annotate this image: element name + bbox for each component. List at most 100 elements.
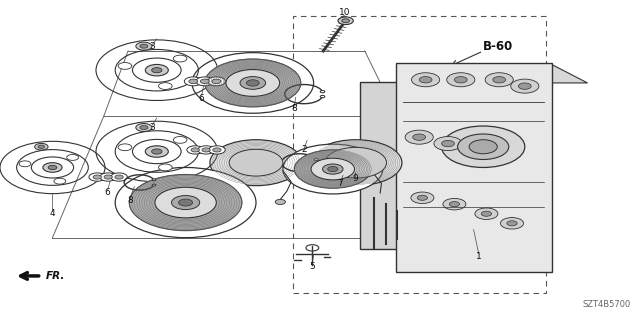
FancyBboxPatch shape xyxy=(360,82,400,249)
Text: 8: 8 xyxy=(292,104,297,113)
Circle shape xyxy=(458,134,509,160)
Circle shape xyxy=(212,79,221,84)
Circle shape xyxy=(140,44,148,48)
Text: 3: 3 xyxy=(150,42,155,51)
Text: 5: 5 xyxy=(310,262,315,271)
Circle shape xyxy=(405,130,433,144)
Circle shape xyxy=(246,80,259,86)
Circle shape xyxy=(419,77,432,83)
Circle shape xyxy=(481,211,492,216)
Circle shape xyxy=(200,79,209,84)
Circle shape xyxy=(320,95,325,98)
Circle shape xyxy=(310,140,402,186)
Circle shape xyxy=(184,77,202,86)
Circle shape xyxy=(100,173,116,181)
Text: 1: 1 xyxy=(476,252,481,261)
Circle shape xyxy=(19,161,31,167)
Circle shape xyxy=(413,134,426,140)
Circle shape xyxy=(511,79,539,93)
Text: 10: 10 xyxy=(339,8,350,17)
Circle shape xyxy=(136,123,152,131)
Circle shape xyxy=(159,164,172,171)
Circle shape xyxy=(229,149,283,176)
Circle shape xyxy=(155,187,216,218)
Circle shape xyxy=(469,140,497,154)
Circle shape xyxy=(342,19,349,23)
Circle shape xyxy=(196,77,214,86)
Text: SZT4B5700: SZT4B5700 xyxy=(582,300,630,309)
Circle shape xyxy=(320,91,325,93)
Circle shape xyxy=(275,199,285,204)
Circle shape xyxy=(474,144,486,150)
Circle shape xyxy=(447,73,475,87)
Circle shape xyxy=(417,195,428,200)
Circle shape xyxy=(67,154,79,160)
Circle shape xyxy=(207,77,225,86)
Circle shape xyxy=(328,167,338,172)
Circle shape xyxy=(115,167,256,238)
Text: 4: 4 xyxy=(50,209,55,218)
Circle shape xyxy=(411,192,434,204)
Circle shape xyxy=(145,64,168,76)
Circle shape xyxy=(314,159,319,161)
Circle shape xyxy=(283,144,383,194)
Circle shape xyxy=(434,137,462,151)
Circle shape xyxy=(115,175,123,179)
Circle shape xyxy=(38,145,45,148)
Circle shape xyxy=(493,77,506,83)
Circle shape xyxy=(442,126,525,167)
Circle shape xyxy=(212,148,221,152)
Circle shape xyxy=(210,140,302,186)
Circle shape xyxy=(136,42,152,50)
Circle shape xyxy=(518,83,531,89)
Circle shape xyxy=(209,146,225,154)
Circle shape xyxy=(500,218,524,229)
Circle shape xyxy=(323,164,343,174)
Circle shape xyxy=(43,163,62,172)
Circle shape xyxy=(104,175,113,179)
Circle shape xyxy=(412,73,440,87)
FancyBboxPatch shape xyxy=(396,63,552,272)
Circle shape xyxy=(173,55,187,62)
Circle shape xyxy=(191,148,200,152)
Circle shape xyxy=(118,144,132,151)
Circle shape xyxy=(152,68,162,73)
Text: 6: 6 xyxy=(105,189,110,197)
Circle shape xyxy=(325,147,387,178)
Circle shape xyxy=(152,184,156,186)
Text: 2: 2 xyxy=(301,145,307,154)
Text: 6: 6 xyxy=(199,94,204,103)
Circle shape xyxy=(226,70,280,96)
Circle shape xyxy=(449,202,460,207)
Circle shape xyxy=(173,137,187,143)
Circle shape xyxy=(294,150,371,188)
Text: B-60: B-60 xyxy=(483,40,513,53)
Circle shape xyxy=(189,79,198,84)
Circle shape xyxy=(129,174,242,231)
Text: FR.: FR. xyxy=(46,271,65,281)
Circle shape xyxy=(152,149,162,154)
Text: 3: 3 xyxy=(150,123,155,132)
Circle shape xyxy=(507,221,517,226)
Polygon shape xyxy=(397,64,588,83)
Circle shape xyxy=(140,125,148,130)
Circle shape xyxy=(240,77,266,89)
Circle shape xyxy=(475,208,498,219)
Circle shape xyxy=(172,196,200,210)
Circle shape xyxy=(205,59,301,107)
Circle shape xyxy=(89,173,106,181)
Circle shape xyxy=(192,53,314,113)
Circle shape xyxy=(338,17,353,25)
Circle shape xyxy=(152,179,156,181)
Circle shape xyxy=(145,146,168,157)
Circle shape xyxy=(311,158,355,180)
Circle shape xyxy=(118,63,132,69)
Circle shape xyxy=(466,140,494,154)
Circle shape xyxy=(48,165,57,170)
Circle shape xyxy=(202,148,210,152)
Circle shape xyxy=(314,165,319,167)
Text: 9: 9 xyxy=(353,174,358,183)
Circle shape xyxy=(159,83,172,89)
Circle shape xyxy=(485,73,513,87)
Circle shape xyxy=(187,146,204,154)
